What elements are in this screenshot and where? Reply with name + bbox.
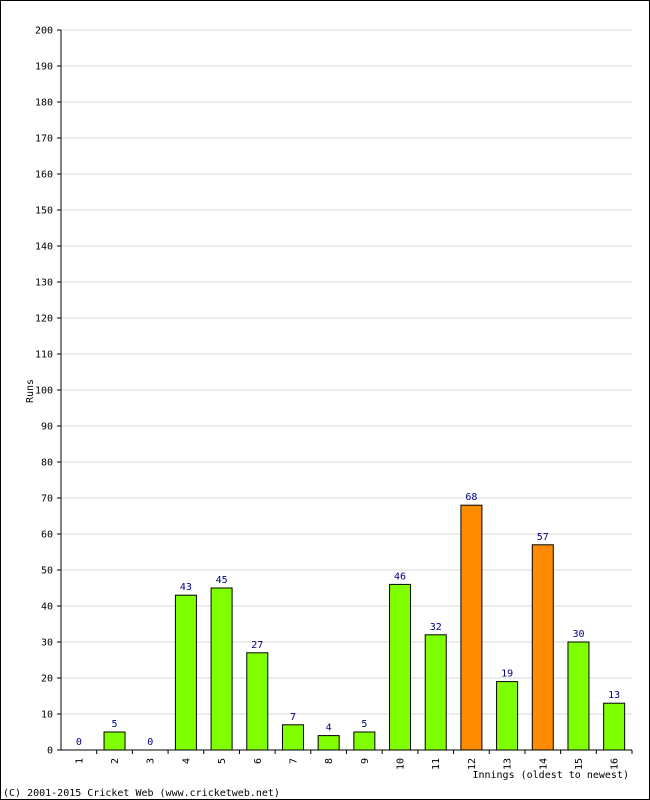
y-tick-label: 140 <box>35 242 53 253</box>
x-tick-label: 13 <box>503 758 514 770</box>
bar <box>496 681 519 751</box>
bars <box>103 504 626 751</box>
bar-value-label: 32 <box>430 622 442 633</box>
bar-value-label: 5 <box>112 719 118 730</box>
x-tick-label: 5 <box>217 758 228 764</box>
bar-value-label: 57 <box>537 532 549 543</box>
x-tick-label: 16 <box>610 758 621 770</box>
y-tick-label: 160 <box>35 170 53 181</box>
y-tick-label: 30 <box>41 638 53 649</box>
bar <box>460 504 483 751</box>
bar-value-label: 30 <box>572 629 584 640</box>
x-tick-label: 8 <box>324 758 335 764</box>
y-tick-label: 170 <box>35 134 53 145</box>
x-tick-label: 4 <box>181 758 192 764</box>
y-tick-label: 120 <box>35 314 53 325</box>
bar-value-label: 45 <box>216 575 228 586</box>
y-tick-label: 40 <box>41 602 53 613</box>
bar <box>531 544 554 751</box>
bar <box>353 731 376 751</box>
y-tick-label: 60 <box>41 530 53 541</box>
bar-value-label: 4 <box>326 723 332 734</box>
bar <box>389 583 412 751</box>
y-tick-label: 110 <box>35 350 53 361</box>
bar-value-label: 7 <box>290 712 296 723</box>
x-axis-title: Innings (oldest to newest) <box>472 770 629 781</box>
x-tick-label: 1 <box>74 758 85 764</box>
bar-value-label: 43 <box>180 582 192 593</box>
y-tick-label: 10 <box>41 710 53 721</box>
bar-value-label: 13 <box>608 690 620 701</box>
y-tick-label: 50 <box>41 566 53 577</box>
y-axis-ticks: 0 10 20 30 40 50 60 70 80 90 100 110 120 130 140 150 160… <box>35 26 61 757</box>
y-tick-label: 130 <box>35 278 53 289</box>
x-tick-label: 10 <box>396 758 407 770</box>
copyright-footer: (C) 2001-2015 Cricket Web (www.cricketwe… <box>3 788 280 799</box>
x-tick-label: 11 <box>431 758 442 770</box>
bar <box>210 587 233 751</box>
bar <box>281 724 304 751</box>
y-tick-label: 150 <box>35 206 53 217</box>
x-axis-ticks: 1 2 3 4 5 6 7 8 9 10 11 12 13 14 15 16 <box>74 750 633 770</box>
x-tick-label: 6 <box>253 758 264 764</box>
bar-value-label: 68 <box>465 492 477 503</box>
bar <box>424 634 447 751</box>
bar-value-label: 0 <box>76 737 82 748</box>
y-tick-label: 0 <box>47 746 53 757</box>
bar-value-label: 5 <box>361 719 367 730</box>
bar <box>174 594 197 751</box>
bar-value-label: 0 <box>147 737 153 748</box>
bar-value-label: 27 <box>251 640 263 651</box>
y-tick-label: 90 <box>41 422 53 433</box>
y-tick-label: 180 <box>35 98 53 109</box>
bar <box>567 641 590 751</box>
x-tick-label: 3 <box>146 758 157 764</box>
y-tick-label: 80 <box>41 458 53 469</box>
y-tick-label: 200 <box>35 26 53 37</box>
x-tick-label: 15 <box>574 758 585 770</box>
bar <box>603 702 626 751</box>
y-axis-title: Runs <box>25 379 36 403</box>
bar <box>246 652 269 751</box>
y-tick-label: 20 <box>41 674 53 685</box>
y-tick-label: 100 <box>35 386 53 397</box>
bar <box>103 731 126 751</box>
bar-value-label: 46 <box>394 571 406 582</box>
y-tick-label: 190 <box>35 62 53 73</box>
x-tick-label: 7 <box>288 758 299 764</box>
x-tick-label: 14 <box>538 758 549 770</box>
x-tick-label: 2 <box>110 758 121 764</box>
x-tick-label: 9 <box>360 758 371 764</box>
x-tick-label: 12 <box>467 758 478 770</box>
y-tick-label: 70 <box>41 494 53 505</box>
bar <box>317 735 340 751</box>
bar-value-label: 19 <box>501 669 513 680</box>
